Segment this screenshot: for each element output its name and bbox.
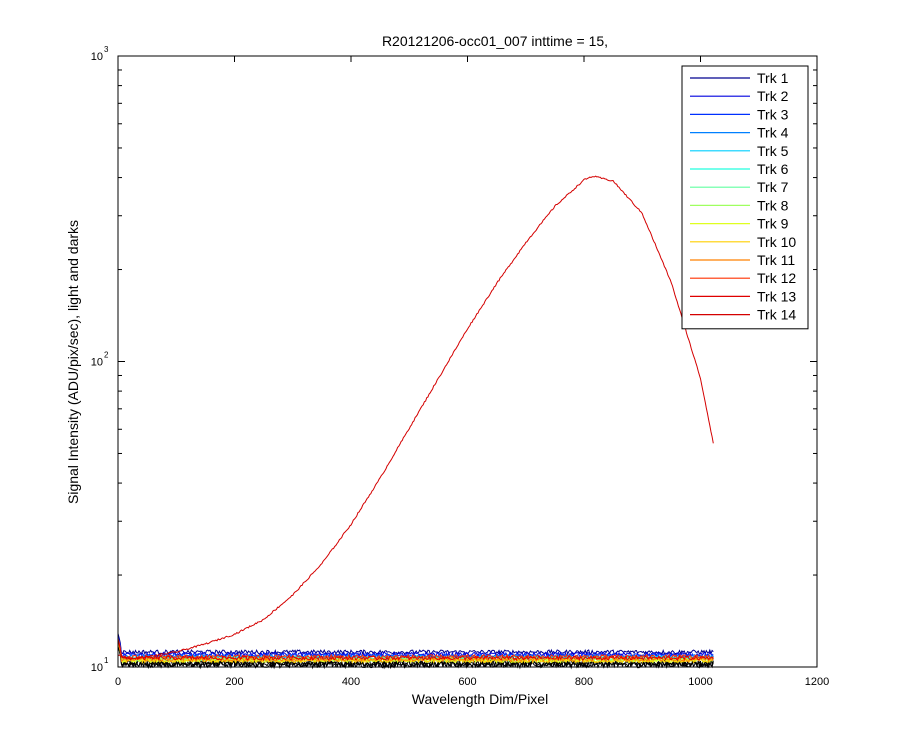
plot-area-frame [117, 55, 818, 668]
legend-label: Trk 14 [757, 307, 796, 323]
y-tick-exponent: 1 [104, 656, 109, 665]
x-tick-label: 1000 [688, 676, 712, 688]
y-axis-label: Signal Intensity (ADU/pix/sec), light an… [65, 220, 81, 504]
legend-label: Trk 6 [757, 161, 789, 177]
y-tick-label: 10 [91, 357, 103, 369]
x-tick-label: 1200 [805, 676, 829, 688]
y-tick-exponent: 2 [104, 351, 109, 360]
series-line [117, 636, 714, 660]
legend-label: Trk 12 [757, 270, 796, 286]
y-tick-exponent: 3 [104, 45, 109, 54]
series-layer [117, 175, 714, 670]
x-tick-label: 800 [575, 676, 593, 688]
y-tick-label: 10 [91, 51, 103, 63]
series-line [117, 639, 714, 662]
legend-label: Trk 5 [757, 143, 789, 159]
y-tick-label: 10 [91, 662, 103, 674]
legend-label: Trk 3 [757, 106, 789, 122]
legend-box [681, 65, 809, 330]
series-line [117, 175, 714, 660]
chart-title: R20121206-occ01_007 inttime = 15, [382, 33, 608, 49]
legend-label: Trk 10 [757, 234, 796, 250]
x-tick-label: 0 [115, 676, 121, 688]
dark-series-line [117, 644, 714, 669]
x-tick-label: 200 [225, 676, 243, 688]
legend-label: Trk 1 [757, 70, 789, 86]
legend-label: Trk 11 [757, 252, 795, 268]
x-tick-label: 400 [342, 676, 360, 688]
legend-label: Trk 7 [757, 179, 789, 195]
legend: Trk 1 Trk 2 Trk 3 Trk 4 Trk 5 Trk 6 Trk 7 Trk 8… [681, 65, 809, 330]
x-tick-label: 600 [458, 676, 476, 688]
dark-series-line [117, 645, 714, 670]
legend-label: Trk 13 [757, 288, 796, 304]
x-axis-label: Wavelength Dim/Pixel [412, 691, 548, 707]
legend-label: Trk 4 [757, 125, 789, 141]
legend-label: Trk 2 [757, 88, 789, 104]
legend-label: Trk 9 [757, 216, 789, 232]
legend-label: Trk 8 [757, 197, 789, 213]
